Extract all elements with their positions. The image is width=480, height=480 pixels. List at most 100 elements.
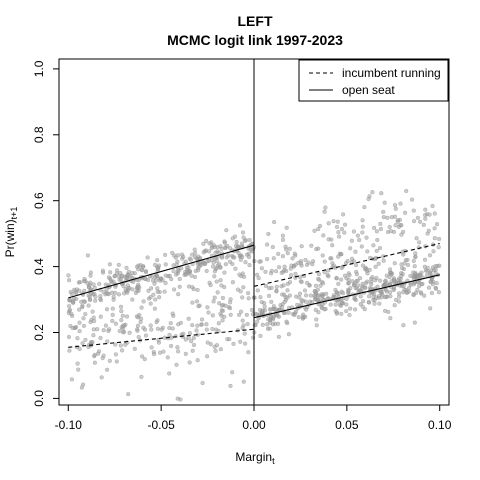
- scatter-point: [290, 256, 295, 261]
- scatter-point: [398, 201, 403, 206]
- scatter-point: [92, 291, 97, 297]
- scatter-point: [377, 245, 383, 251]
- scatter-point: [160, 278, 165, 283]
- scatter-point: [121, 330, 126, 335]
- scatter-point: [269, 307, 274, 312]
- scatter-point: [134, 264, 140, 269]
- scatter-point: [366, 294, 372, 299]
- scatter-point: [430, 203, 435, 209]
- scatter-point: [267, 326, 272, 331]
- scatter-point: [392, 261, 397, 266]
- scatter-point: [121, 283, 126, 289]
- scatter-point: [148, 301, 153, 306]
- scatter-point: [373, 264, 378, 269]
- scatter-point: [73, 289, 78, 294]
- scatter-point: [243, 260, 248, 265]
- scatter-point: [149, 274, 155, 279]
- scatter-point: [187, 360, 192, 365]
- scatter-point: [344, 308, 349, 314]
- scatter-point: [427, 212, 432, 217]
- scatter-point: [81, 323, 87, 329]
- scatter-point: [191, 342, 197, 348]
- scatter-point: [360, 230, 365, 235]
- scatter-point: [181, 254, 186, 260]
- scatter-point: [255, 319, 260, 324]
- scatter-point: [348, 306, 353, 311]
- scatter-point: [153, 297, 158, 302]
- scatter-point: [186, 335, 191, 340]
- scatter-point: [433, 271, 438, 276]
- chart-title: LEFT: [238, 13, 273, 29]
- scatter-point: [282, 267, 287, 273]
- scatter-point: [315, 298, 321, 303]
- scatter-point: [319, 292, 324, 297]
- scatter-point: [342, 230, 347, 235]
- scatter-point: [379, 191, 384, 196]
- scatter-point: [314, 317, 319, 322]
- scatter-point: [228, 297, 233, 302]
- scatter-point: [240, 254, 245, 260]
- scatter-point: [344, 296, 349, 302]
- scatter-point: [304, 262, 310, 268]
- scatter-point: [230, 280, 236, 285]
- scatter-point: [254, 272, 260, 277]
- scatter-point: [299, 244, 304, 249]
- scatter-point: [295, 302, 300, 308]
- scatter-point: [225, 243, 230, 249]
- scatter-point: [292, 312, 297, 318]
- scatter-point: [123, 342, 128, 347]
- scatter-point: [431, 249, 436, 254]
- scatter-point: [413, 272, 418, 277]
- scatter-point: [271, 219, 277, 225]
- scatter-point: [330, 261, 335, 266]
- scatter-point: [353, 249, 358, 254]
- scatter-point: [231, 341, 236, 347]
- scatter-point: [104, 367, 110, 372]
- scatter-point: [223, 262, 229, 267]
- scatter-point: [266, 293, 272, 299]
- scatter-point: [351, 283, 357, 288]
- scatter-point: [227, 306, 233, 311]
- scatter-point: [191, 335, 196, 341]
- scatter-point: [357, 275, 363, 281]
- scatter-point: [212, 269, 218, 274]
- scatter-point: [347, 312, 352, 318]
- scatter-point: [405, 289, 410, 295]
- scatter-point: [258, 333, 263, 339]
- scatter-point: [132, 271, 137, 276]
- scatter-point: [336, 230, 341, 235]
- scatter-point: [224, 255, 229, 260]
- scatter-point: [246, 254, 252, 260]
- scatter-point: [207, 241, 212, 246]
- open-seat-line: [68, 244, 255, 299]
- scatter-point: [307, 283, 312, 288]
- scatter-point: [196, 268, 201, 273]
- y-tick-label: 0.2: [32, 324, 46, 341]
- x-tick-label: -0.05: [147, 418, 175, 432]
- scatter-point: [292, 251, 297, 256]
- scatter-point: [167, 273, 172, 279]
- scatter-point: [98, 335, 103, 341]
- legend-box: [298, 59, 449, 102]
- scatter-point: [316, 226, 321, 232]
- scatter-point: [304, 280, 310, 286]
- scatter-point: [195, 287, 200, 293]
- scatter-point: [234, 239, 239, 245]
- scatter-point: [360, 224, 365, 229]
- scatter-point: [301, 314, 306, 319]
- scatter-point: [75, 361, 80, 366]
- scatter-point: [363, 280, 369, 286]
- scatter-point: [139, 354, 145, 359]
- scatter-point: [206, 310, 211, 315]
- scatter-point: [276, 334, 282, 340]
- scatter-point: [257, 259, 262, 264]
- scatter-point: [393, 223, 398, 228]
- scatter-point: [369, 279, 374, 284]
- scatter-point: [218, 347, 224, 352]
- scatter-point: [378, 226, 384, 232]
- scatter-point: [110, 306, 115, 311]
- scatter-point: [143, 269, 149, 275]
- scatter-point: [433, 264, 438, 269]
- scatter-points: [66, 188, 442, 402]
- scatter-point: [418, 290, 423, 295]
